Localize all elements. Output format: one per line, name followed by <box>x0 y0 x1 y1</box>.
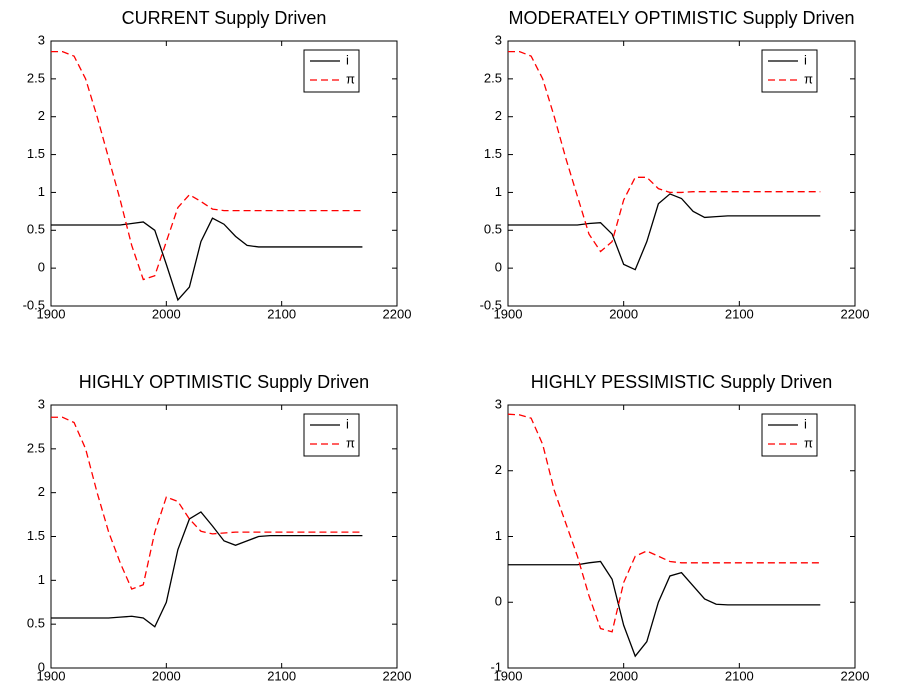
y-tick-label: 3 <box>38 396 45 411</box>
y-tick-label: 1 <box>495 528 502 543</box>
y-tick-label: 0.5 <box>484 222 502 237</box>
y-tick-label: 1.5 <box>27 146 45 161</box>
x-tick-label: 2000 <box>609 306 638 321</box>
y-tick-label: -0.5 <box>480 297 502 312</box>
y-tick-label: 0 <box>495 260 502 275</box>
y-tick-label: 0 <box>38 659 45 674</box>
y-tick-label: 1 <box>38 184 45 199</box>
legend-box <box>761 413 818 457</box>
legend-label: i <box>804 416 807 431</box>
x-tick-label: 2200 <box>383 306 412 321</box>
y-tick-label: 2 <box>495 108 502 123</box>
y-tick-label: 1 <box>495 184 502 199</box>
series-line <box>508 560 821 658</box>
y-tick-label: 2.5 <box>484 70 502 85</box>
x-tick-label: 2100 <box>725 306 754 321</box>
y-tick-label: 1.5 <box>27 528 45 543</box>
legend-box <box>761 49 818 93</box>
y-tick-label: 1.5 <box>484 146 502 161</box>
chart-title: MODERATELY OPTIMISTIC Supply Driven <box>508 8 854 28</box>
legend-label: i <box>346 416 349 431</box>
legend-label: i <box>346 52 349 67</box>
series-line <box>51 50 363 281</box>
y-tick-label: 1 <box>38 572 45 587</box>
x-tick-label: 2100 <box>267 668 296 683</box>
y-tick-label: 2 <box>38 108 45 123</box>
series-line <box>51 511 363 628</box>
x-tick-label: 1900 <box>494 306 523 321</box>
y-tick-label: 0 <box>38 260 45 275</box>
x-tick-label: 2200 <box>383 668 412 683</box>
x-tick-label: 1900 <box>37 668 66 683</box>
y-tick-label: 3 <box>495 32 502 47</box>
y-tick-label: -0.5 <box>23 297 45 312</box>
series-line <box>508 50 821 253</box>
chart-title: HIGHLY OPTIMISTIC Supply Driven <box>79 372 369 392</box>
legend-label: π <box>804 71 813 86</box>
y-tick-label: 2.5 <box>27 440 45 455</box>
x-tick-label: 2100 <box>267 306 296 321</box>
subplot: HIGHLY OPTIMISTIC Supply Driven 0 0.5 1 1.5 2… <box>27 372 412 684</box>
y-tick-label: 3 <box>38 32 45 47</box>
series-line <box>508 193 821 271</box>
x-tick-label: 2200 <box>841 668 870 683</box>
y-tick-label: 0.5 <box>27 222 45 237</box>
y-tick-label: 3 <box>495 396 502 411</box>
x-tick-label: 2000 <box>609 668 638 683</box>
series-line <box>51 416 363 590</box>
legend-label: π <box>346 71 355 86</box>
chart-title: CURRENT Supply Driven <box>122 8 327 28</box>
x-tick-label: 2100 <box>725 668 754 683</box>
chart-title: HIGHLY PESSIMISTIC Supply Driven <box>531 372 832 392</box>
subplot: CURRENT Supply Driven -0.5 0 0.5 1 1.5 2 2.5 3 19… <box>23 8 412 322</box>
legend-box <box>303 49 360 93</box>
legend-label: π <box>804 435 813 450</box>
x-tick-label: 1900 <box>494 668 523 683</box>
x-tick-label: 2200 <box>841 306 870 321</box>
y-tick-label: 0 <box>495 594 502 609</box>
y-tick-label: 2.5 <box>27 70 45 85</box>
legend-box <box>303 413 360 457</box>
x-tick-label: 2000 <box>152 668 181 683</box>
x-tick-label: 1900 <box>37 306 66 321</box>
series-line <box>51 217 363 302</box>
subplot: HIGHLY PESSIMISTIC Supply Driven -1 0 1 2 3 19… <box>490 372 869 684</box>
y-tick-label: 0.5 <box>27 616 45 631</box>
y-tick-label: -1 <box>490 659 502 674</box>
y-tick-label: 2 <box>495 462 502 477</box>
legend-label: i <box>804 52 807 67</box>
series-line <box>507 413 821 633</box>
y-tick-label: 2 <box>38 484 45 499</box>
legend-label: π <box>346 435 355 450</box>
subplot: MODERATELY OPTIMISTIC Supply Driven -0.5 0… <box>480 8 870 322</box>
x-tick-label: 2000 <box>152 306 181 321</box>
